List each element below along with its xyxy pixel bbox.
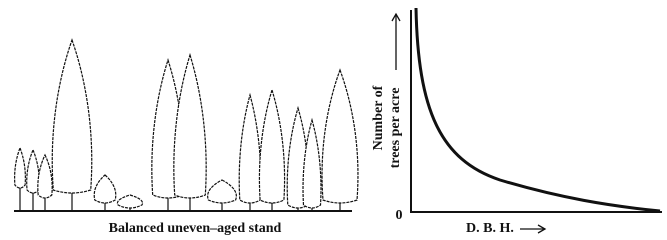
tree-crown	[94, 175, 116, 203]
x-arrow	[520, 225, 545, 233]
origin-label: 0	[396, 208, 403, 223]
y-label-line: trees per acre	[388, 88, 403, 169]
tree-crown	[117, 195, 142, 208]
tree-crown	[208, 180, 237, 203]
tree-crown	[239, 95, 261, 203]
caption: Balanced uneven–aged stand	[109, 221, 282, 236]
tree-crown	[322, 70, 358, 203]
tree-crown	[15, 148, 26, 188]
y-label-line: Number of	[371, 85, 386, 150]
tree-crown	[303, 120, 321, 208]
tree-illustration	[15, 40, 358, 210]
distribution-curve	[416, 8, 660, 211]
x-axis-label: D. B. H.	[466, 221, 514, 236]
tree-crown	[174, 55, 206, 198]
y-axis-label: Number of trees per acre	[371, 14, 403, 168]
y-arrow	[392, 14, 400, 70]
tree-crown	[38, 155, 52, 198]
tree-crown	[52, 40, 92, 193]
tree-crown	[259, 90, 284, 203]
figure: Balanced uneven–aged stand 0 D. B. H. Nu…	[0, 0, 667, 240]
